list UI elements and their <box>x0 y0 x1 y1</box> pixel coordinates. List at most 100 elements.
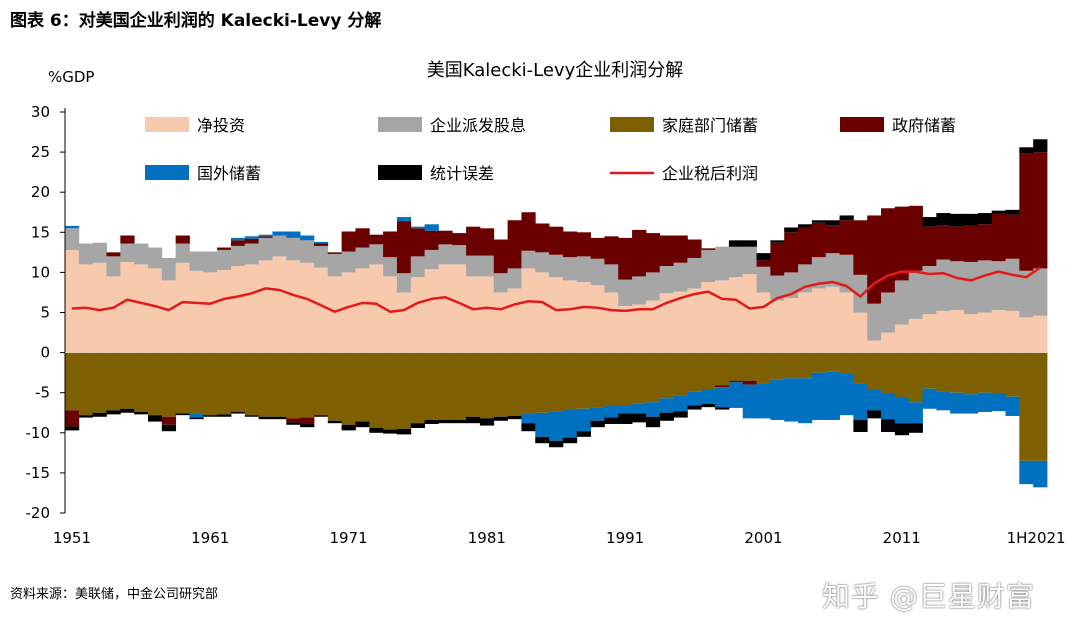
bar-statistical-discrepancy-1989 <box>590 420 605 428</box>
bar-household-saving-1951 <box>65 352 80 411</box>
bar-household-saving-1954 <box>106 352 121 411</box>
bar-foreign-saving-2001 <box>756 383 771 419</box>
bar-household-saving-1983 <box>507 352 522 416</box>
bar-government-saving-2006 <box>825 225 840 254</box>
bar-net-investment-1951 <box>65 249 80 353</box>
y-tick-label: 10 <box>31 263 50 281</box>
bar-dividends-1997 <box>701 249 716 283</box>
bar-statistical-discrepancy-2009 <box>867 410 882 419</box>
bar-statistical-discrepancy-1998 <box>715 407 730 410</box>
bar-net-investment-2018 <box>991 310 1006 353</box>
bar-government-saving-1963 <box>230 240 246 246</box>
bar-dividends-2012 <box>908 270 923 319</box>
bar-dividends-2005 <box>811 257 827 289</box>
bar-foreign-saving-2016 <box>964 394 979 414</box>
bar-statistical-discrepancy-1967 <box>286 422 301 425</box>
bar-government-saving-2016 <box>964 225 979 262</box>
bar-net-investment-1988 <box>576 282 591 353</box>
bar-government-saving-1969 <box>313 243 329 246</box>
bar-government-saving-1962 <box>217 247 232 250</box>
bar-government-saving-1992 <box>632 229 647 277</box>
bar-dividends-2000 <box>742 246 757 275</box>
bar-statistical-discrepancy-2016 <box>964 213 979 226</box>
bar-foreign-saving-1963 <box>230 237 246 241</box>
bar-foreign-saving-1988 <box>576 408 591 432</box>
y-tick-label: -20 <box>26 504 51 522</box>
bar-household-saving-1966 <box>272 352 287 417</box>
bar-government-saving-1H2021 <box>1033 152 1048 269</box>
bar-net-investment-1959 <box>175 262 190 353</box>
bar-dividends-1988 <box>576 256 591 283</box>
bar-household-saving-2010 <box>881 352 896 394</box>
bar-government-saving-2003 <box>784 232 799 273</box>
bar-foreign-saving-1965 <box>258 234 273 237</box>
bar-government-saving-2020 <box>1019 153 1034 271</box>
bar-household-saving-2008 <box>853 352 868 384</box>
bar-dividends-2018 <box>991 261 1006 311</box>
bar-household-saving-2018 <box>991 352 1006 394</box>
bar-household-saving-1990 <box>604 352 619 406</box>
bar-household-saving-1986 <box>549 352 564 412</box>
bar-dividends-1970 <box>327 253 343 277</box>
bar-household-saving-1972 <box>355 352 370 422</box>
bar-household-saving-1993 <box>645 352 661 403</box>
bar-foreign-saving-2002 <box>770 379 785 420</box>
bar-statistical-discrepancy-1953 <box>92 412 107 417</box>
bar-dividends-2007 <box>839 254 854 293</box>
bar-foreign-saving-1991 <box>618 405 633 414</box>
bar-household-saving-1965 <box>258 352 273 417</box>
bar-statistical-discrepancy-1969 <box>313 415 329 417</box>
bar-statistical-discrepancy-2012 <box>908 423 923 433</box>
bar-dividends-1952 <box>78 243 94 265</box>
bar-net-investment-1979 <box>452 264 467 353</box>
legend-label: 企业税后利润 <box>662 164 758 183</box>
bar-statistical-discrepancy-1960 <box>189 417 204 420</box>
bar-foreign-saving-1998 <box>715 387 730 408</box>
bar-household-saving-2019 <box>1005 352 1020 397</box>
legend-label: 净投资 <box>197 116 245 135</box>
bar-foreign-saving-2003 <box>784 378 799 422</box>
bar-dividends-1990 <box>604 264 619 293</box>
bar-dividends-1995 <box>673 262 688 292</box>
bar-household-saving-2002 <box>770 352 785 380</box>
bar-foreign-saving-1989 <box>590 407 605 421</box>
bar-household-saving-1969 <box>313 352 329 416</box>
bar-statistical-discrepancy-1966 <box>272 416 287 420</box>
bar-statistical-discrepancy-2002 <box>770 240 785 243</box>
bar-government-saving-1979 <box>452 233 467 246</box>
bar-household-saving-2014 <box>936 352 951 392</box>
bar-household-saving-1979 <box>452 352 467 420</box>
bar-net-investment-1995 <box>673 291 688 353</box>
bar-household-saving-2004 <box>798 352 813 379</box>
bar-foreign-saving-1985 <box>535 412 550 437</box>
bar-net-investment-1990 <box>604 292 619 353</box>
bar-government-saving-1998 <box>715 385 730 388</box>
bar-statistical-discrepancy-1955 <box>120 408 135 413</box>
bar-household-saving-1997 <box>701 352 716 390</box>
bar-foreign-saving-1H2021 <box>1033 460 1048 488</box>
bar-dividends-2013 <box>922 265 937 315</box>
legend-swatch-foreign-saving <box>145 165 189 180</box>
bar-statistical-discrepancy-2018 <box>991 210 1006 214</box>
bar-foreign-saving-1986 <box>549 411 564 441</box>
x-tick-label: 2011 <box>883 529 921 547</box>
bar-net-investment-2004 <box>798 292 813 353</box>
bar-government-saving-1980 <box>466 226 481 256</box>
bar-net-investment-1970 <box>327 276 343 353</box>
bar-household-saving-1984 <box>521 352 536 414</box>
bar-household-saving-2003 <box>784 352 799 379</box>
bar-foreign-saving-1968 <box>300 235 315 241</box>
bar-dividends-1957 <box>147 247 163 269</box>
bar-statistical-discrepancy-1981 <box>479 418 495 426</box>
bar-net-investment-2019 <box>1005 310 1020 353</box>
bar-household-saving-2015 <box>950 352 965 393</box>
bar-household-saving-1952 <box>78 352 94 416</box>
bar-household-saving-2000 <box>742 352 757 381</box>
bar-net-investment-1987 <box>562 280 578 353</box>
legend-swatch-statistical-discrepancy <box>378 165 422 180</box>
bar-dividends-1983 <box>507 268 522 289</box>
x-tick-label: 1961 <box>191 529 229 547</box>
bar-statistical-discrepancy-2008 <box>853 419 868 432</box>
bar-statistical-discrepancy-1973 <box>369 427 384 433</box>
bar-statistical-discrepancy-1968 <box>300 423 315 428</box>
